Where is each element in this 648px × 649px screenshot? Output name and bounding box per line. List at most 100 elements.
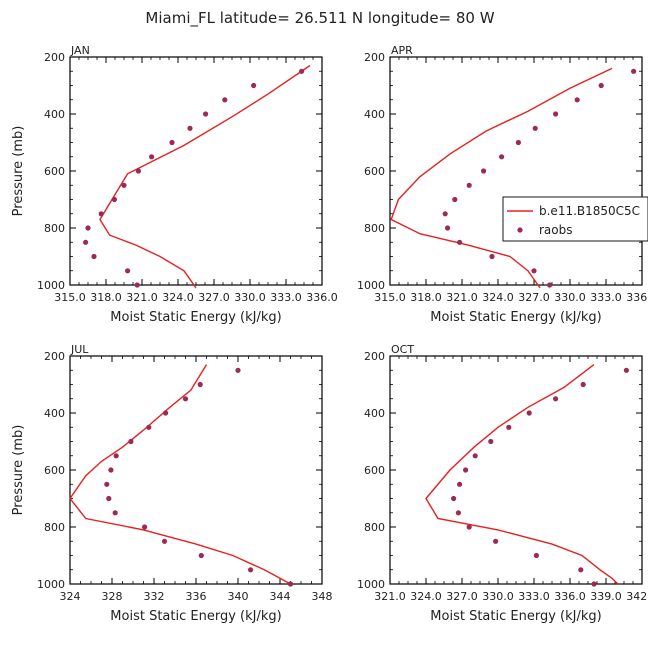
x-tick-label: 318.0 — [90, 291, 122, 304]
y-tick-label: 400 — [364, 407, 385, 420]
obs-point — [506, 424, 512, 430]
y-tick-label: 800 — [364, 521, 385, 534]
obs-point — [135, 168, 141, 174]
obs-point — [251, 82, 257, 89]
obs-point — [182, 396, 189, 402]
obs-point — [452, 196, 458, 203]
obs-point — [287, 581, 294, 587]
obs-point — [499, 154, 505, 160]
x-tick-label: 327.0 — [446, 590, 478, 603]
obs-point — [104, 481, 110, 487]
obs-point — [112, 510, 118, 516]
x-tick-label: 330.0 — [482, 590, 514, 603]
obs-point — [547, 282, 553, 288]
obs-point — [591, 581, 597, 587]
y-tick-label: 200 — [44, 350, 65, 363]
obs-point — [493, 538, 499, 544]
obs-point — [463, 467, 469, 473]
obs-point — [197, 381, 203, 388]
x-tick-label: 328 — [102, 590, 123, 603]
obs-point — [455, 510, 461, 516]
obs-point — [128, 438, 134, 445]
model-profile-line-oct — [425, 364, 619, 585]
obs-point — [623, 367, 630, 373]
y-tick-label: 800 — [44, 521, 65, 534]
y-tick-label: 400 — [364, 108, 385, 121]
plot-frame-jul — [69, 355, 323, 585]
x-axis-label: Moist Static Energy (kJ/kg) — [110, 310, 281, 325]
y-tick-label: 600 — [364, 464, 385, 477]
obs-point — [489, 253, 495, 260]
plot-frame-jan — [69, 56, 323, 286]
panel-jan: JAN 315.0 318.0 321.0 324.0 327.0 330.0 333.0 33… — [11, 44, 338, 325]
panel-label-jan: JAN — [70, 44, 90, 57]
y-tick-label: 1000 — [37, 279, 65, 292]
obs-point — [222, 97, 228, 103]
x-tick-label: 339.0 — [590, 590, 622, 603]
obs-point — [531, 268, 537, 274]
obs-point — [106, 495, 112, 502]
x-tick-label: 333.0 — [270, 291, 302, 304]
chart-panels: JAN 315.0 318.0 321.0 324.0 327.0 330.0 333.0 33… — [11, 44, 648, 624]
obs-point — [466, 182, 472, 188]
x-axis-label: Moist Static Energy (kJ/kg) — [430, 310, 601, 325]
obs-point — [248, 567, 254, 573]
x-tick-label: 324.0 — [410, 590, 442, 603]
x-tick-label: 318.0 — [410, 291, 442, 304]
obs-point — [91, 253, 97, 260]
obs-point — [457, 239, 463, 245]
obs-point — [198, 552, 204, 559]
figure-title: Miami_FL latitude= 26.511 N longitude= 8… — [145, 9, 494, 28]
x-tick-label: 321.0 — [126, 291, 158, 304]
y-tick-label: 1000 — [357, 578, 385, 591]
obs-point — [142, 524, 148, 530]
panel-jul: JUL 324 328 332 336 340 344 348 200 400 600 800 1000… — [11, 343, 333, 624]
obs-point — [161, 538, 168, 544]
obs-point — [466, 524, 472, 530]
panel-label-jul: JUL — [70, 343, 89, 356]
x-axis-label: Moist Static Energy (kJ/kg) — [430, 609, 601, 624]
x-tick-label: 336.0 — [554, 590, 586, 603]
obs-point — [113, 453, 119, 459]
obs-point — [169, 139, 175, 146]
y-tick-label: 400 — [44, 108, 65, 121]
obs-point — [578, 567, 584, 573]
obs-point — [235, 367, 241, 373]
obs-point — [146, 424, 152, 430]
obs-point — [457, 481, 463, 487]
obs-point — [98, 211, 104, 217]
obs-point — [187, 125, 193, 131]
y-axis-label: Pressure (mb) — [11, 126, 26, 217]
obs-point — [125, 268, 131, 274]
y-tick-label: 600 — [44, 464, 65, 477]
obs-point — [203, 111, 209, 117]
obs-point — [121, 182, 127, 188]
obs-point — [488, 438, 494, 445]
legend-box — [502, 196, 648, 242]
x-tick-label: 336.0 — [306, 291, 338, 304]
legend-label: raobs — [539, 223, 573, 237]
legend: b.e11.B1850C5C raobs — [502, 196, 648, 242]
x-tick-label: 348 — [312, 590, 333, 603]
legend-label: b.e11.B1850C5C — [539, 204, 640, 218]
x-tick-label: 315.0 — [374, 291, 406, 304]
obs-point — [149, 154, 155, 160]
obs-point — [598, 82, 604, 89]
x-tick-label: 336.0 — [626, 291, 648, 304]
x-tick-label: 330.0 — [554, 291, 586, 304]
obs-point — [83, 239, 89, 245]
obs-point — [472, 453, 478, 459]
y-tick-label: 1000 — [37, 578, 65, 591]
obs-point — [481, 168, 487, 174]
y-tick-label: 200 — [44, 51, 65, 64]
y-tick-label: 200 — [364, 51, 385, 64]
obs-point — [532, 125, 538, 131]
y-tick-label: 800 — [364, 222, 385, 235]
legend-swatch-marker — [517, 227, 523, 233]
y-tick-label: 200 — [364, 350, 385, 363]
y-tick-label: 800 — [44, 222, 65, 235]
obs-point — [111, 196, 117, 203]
y-tick-label: 600 — [44, 165, 65, 178]
obs-point — [574, 97, 580, 103]
